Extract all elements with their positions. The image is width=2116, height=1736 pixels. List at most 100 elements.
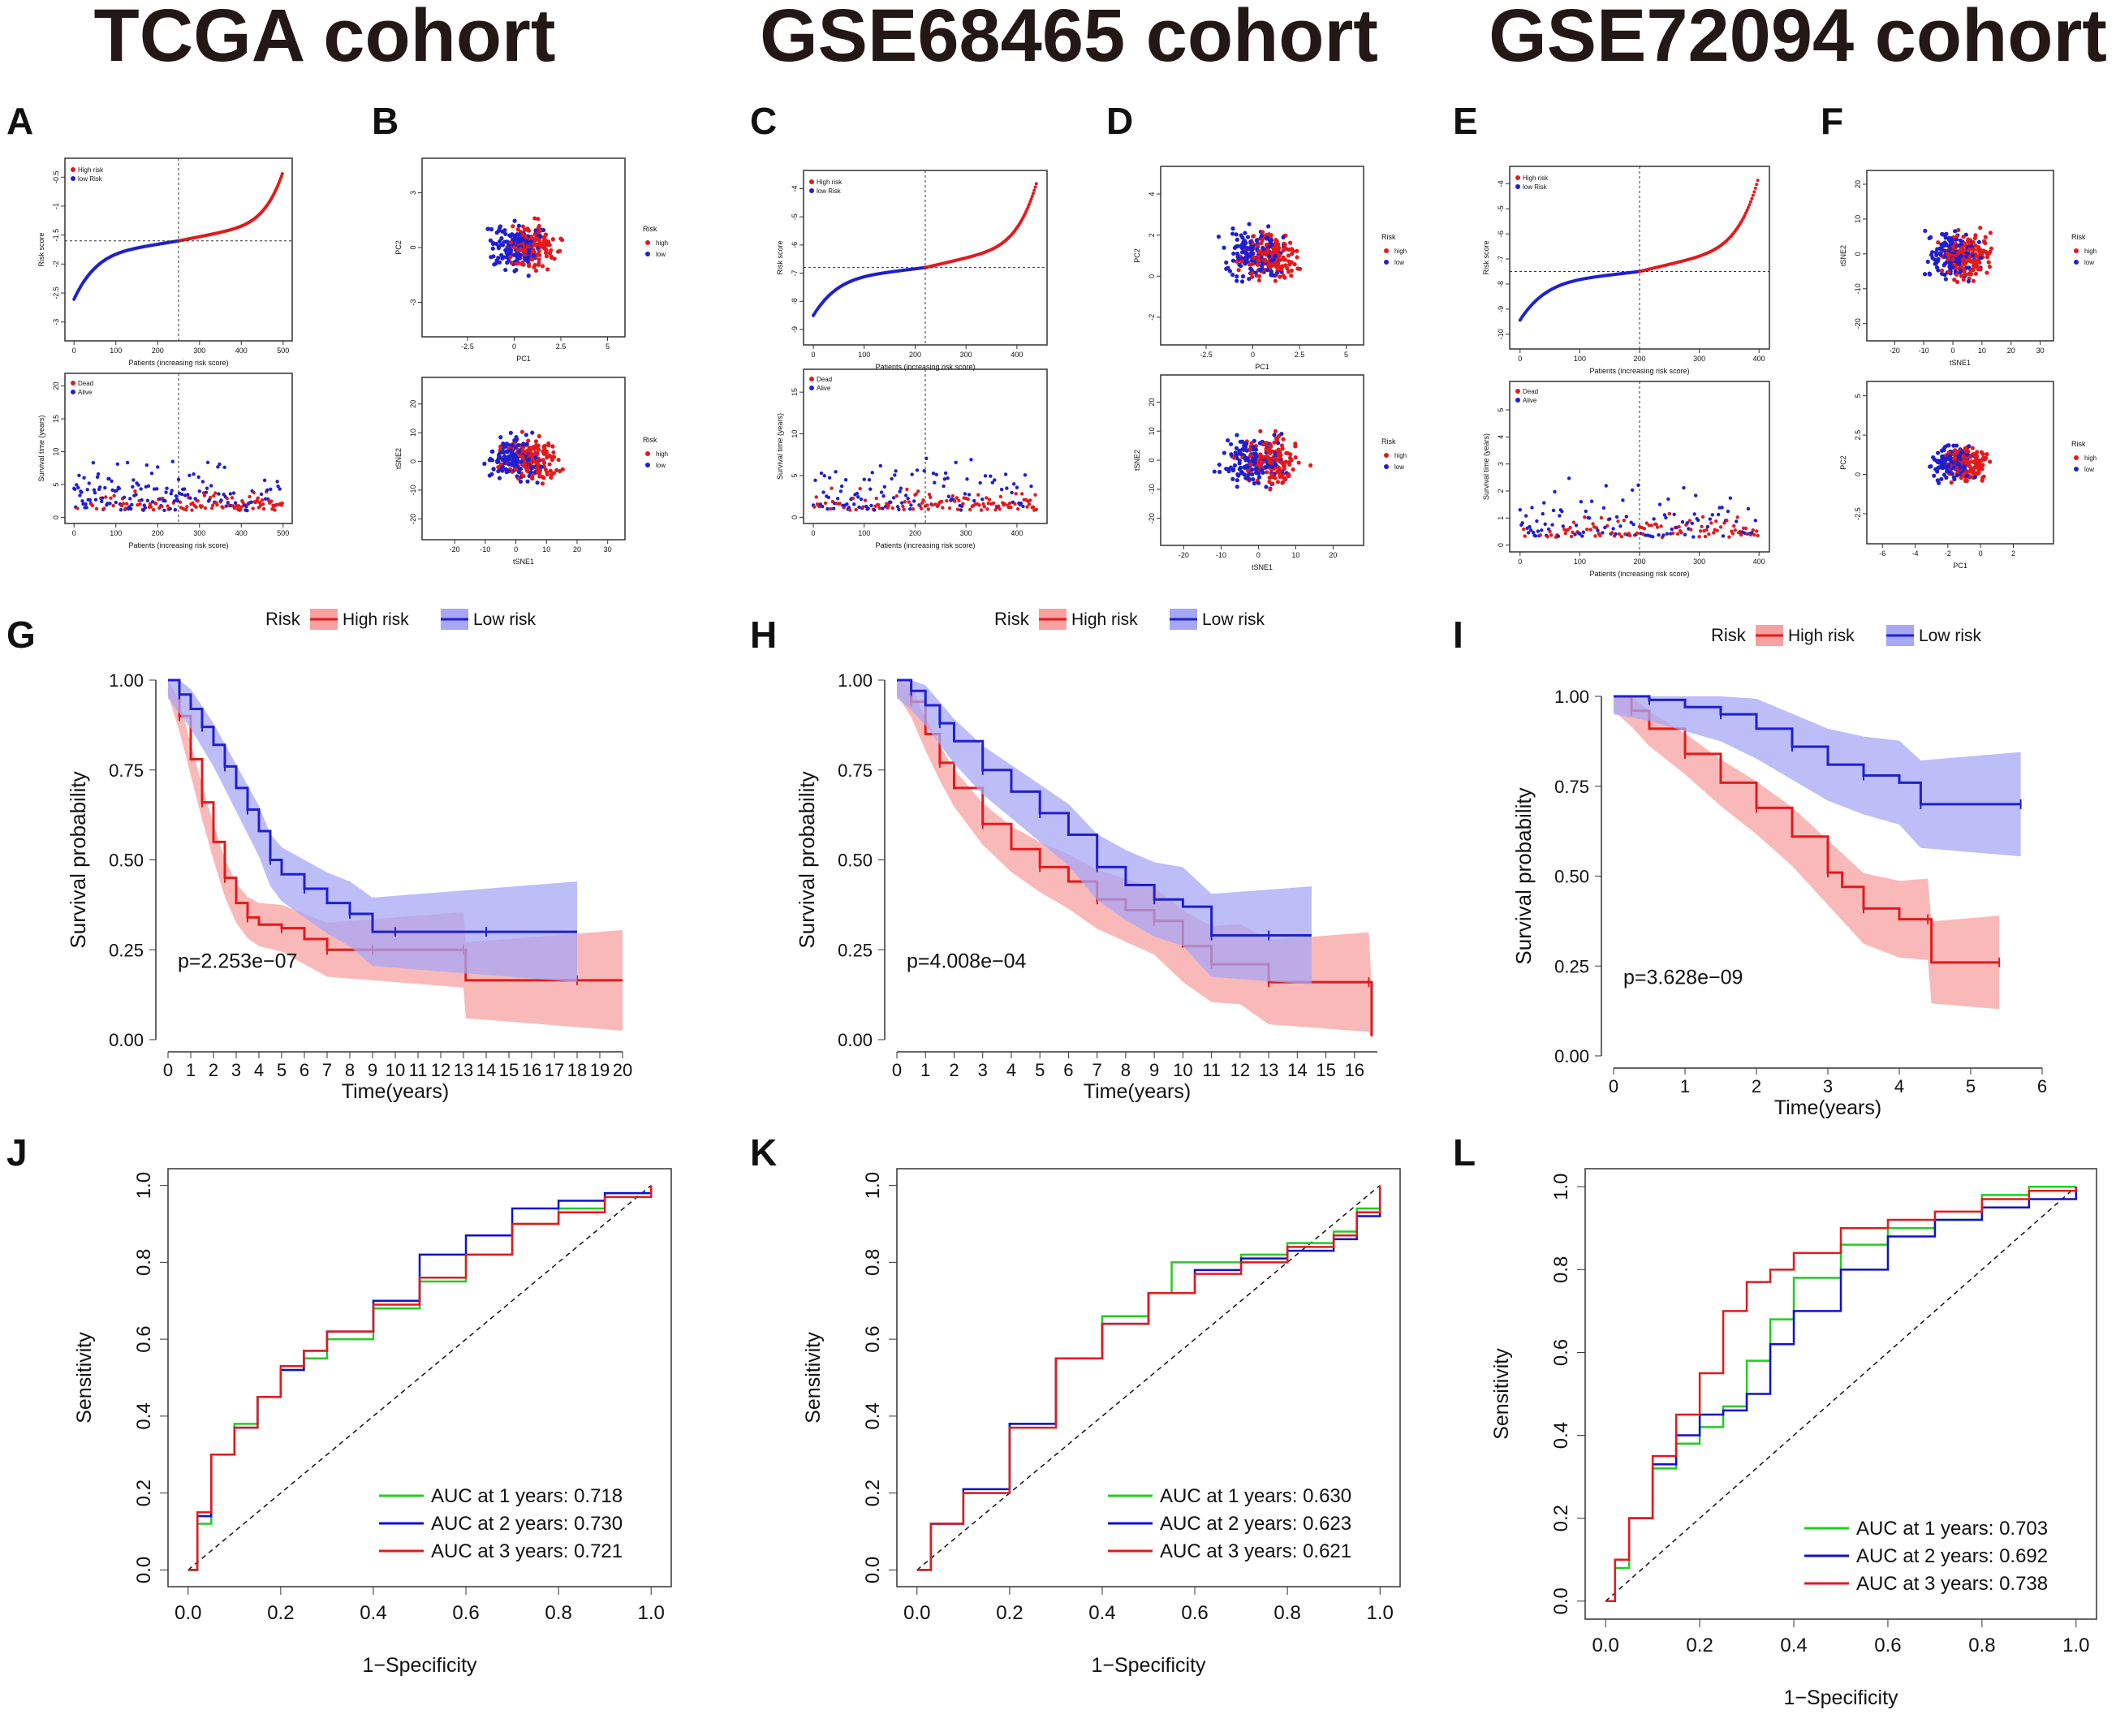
alive-point	[170, 489, 174, 493]
dimred-f-pca-ytick-label: 5	[1854, 394, 1862, 398]
high-point	[525, 243, 530, 249]
legend-title: Risk	[1381, 437, 1396, 446]
dimred-d-tsne-ytick-label: 10	[1148, 427, 1156, 435]
low-point	[487, 458, 492, 463]
alive-point	[1528, 528, 1533, 532]
dead-point	[200, 504, 205, 508]
low-point	[1966, 265, 1971, 270]
alive-point	[855, 491, 860, 496]
legend-alive-dot	[71, 390, 75, 394]
alive-point	[233, 501, 238, 505]
risk-curve-plot-c: 0 100 200 300 400 -9 -8 -7 -6 -5 -4 Patients (incre…	[776, 170, 1048, 371]
roc-curve-3y	[187, 1185, 653, 1571]
risk-point	[1030, 194, 1034, 198]
alive-point	[933, 480, 937, 485]
survival-scatter-e-ytick-label: 4	[1497, 435, 1505, 439]
alive-point	[278, 487, 282, 491]
low-point	[514, 268, 519, 273]
alive-point	[1520, 521, 1524, 525]
low-point	[1956, 259, 1962, 264]
high-point	[1268, 450, 1273, 456]
legend-high-label: high	[656, 450, 668, 458]
alive-point	[78, 493, 82, 498]
alive-point	[989, 474, 993, 478]
high-point	[1257, 250, 1262, 255]
high-point	[1273, 456, 1278, 461]
km-xlabel: Time(years)	[1774, 1096, 1881, 1119]
dead-point	[1667, 511, 1671, 516]
risk-point	[1750, 196, 1754, 200]
dead-point	[1593, 534, 1597, 538]
dead-point	[877, 506, 881, 510]
high-point	[534, 466, 539, 471]
high-point	[1276, 453, 1281, 458]
survival-scatter-a-ylabel: Survival time (years)	[37, 415, 45, 481]
high-point	[1275, 469, 1280, 474]
dead-point	[977, 503, 981, 507]
alive-point	[993, 478, 997, 482]
alive-point	[188, 496, 192, 500]
low-point	[495, 459, 500, 464]
low-point	[1254, 471, 1259, 476]
alive-point	[107, 476, 111, 480]
dead-point	[981, 502, 985, 506]
low-point	[487, 473, 492, 478]
low-point	[1256, 480, 1261, 485]
legend-alive-dot	[809, 386, 814, 390]
alive-point	[857, 505, 861, 510]
dead-point	[874, 496, 878, 501]
low-point	[510, 463, 515, 467]
roc-diagonal	[916, 1185, 1381, 1570]
dead-point	[184, 507, 188, 512]
dimred-d-pca-xtick-label: 0	[1251, 351, 1255, 359]
km-xtick-label: 8	[345, 1060, 355, 1080]
roc-legend-label: AUC at 3 years: 0.621	[1160, 1540, 1351, 1562]
alive-point	[276, 484, 280, 489]
high-point	[518, 247, 524, 252]
high-point	[1261, 252, 1265, 256]
high-point	[1256, 274, 1262, 278]
alive-point	[205, 460, 210, 465]
alive-point	[1596, 528, 1600, 532]
high-point	[537, 261, 541, 265]
low-point	[499, 236, 504, 241]
high-point	[512, 245, 517, 250]
high-point	[530, 457, 535, 462]
dimred-f-tsne-xtick-label: 10	[1978, 347, 1986, 355]
dead-point	[1522, 527, 1526, 532]
alive-point	[173, 508, 178, 512]
risk-curve-c-xtick-label: 0	[811, 351, 815, 359]
legend-high-dot	[1515, 175, 1520, 180]
dimred-d-tsne-xtick-label: 0	[1256, 551, 1261, 559]
alive-point	[1531, 530, 1536, 535]
dimred-b-tsne-ytick-label: -20	[409, 514, 417, 524]
high-point	[537, 248, 541, 253]
alive-point	[899, 486, 903, 490]
km-xtick-label: 5	[1966, 1076, 1976, 1096]
alive-point	[1015, 485, 1019, 489]
alive-point	[826, 495, 831, 500]
high-point	[542, 236, 547, 241]
alive-point	[136, 483, 140, 487]
low-point	[1944, 243, 1950, 248]
low-point	[1242, 472, 1247, 477]
high-point	[513, 467, 519, 472]
alive-point	[110, 479, 114, 484]
dead-point	[160, 504, 164, 509]
high-point	[1256, 254, 1261, 259]
dead-point	[861, 505, 865, 509]
alive-point	[114, 489, 119, 493]
panel-letter-f: F	[1821, 100, 1844, 142]
dimred-b-pca-xtick-label: 5	[605, 342, 610, 351]
high-point	[1959, 250, 1965, 255]
dimred-b-tsne-xtick-label: 20	[573, 545, 581, 554]
dead-point	[1015, 506, 1020, 511]
alive-point	[866, 506, 870, 510]
high-point	[1282, 275, 1287, 280]
alive-point	[1533, 534, 1538, 538]
high-point	[1988, 459, 1993, 464]
high-point	[1972, 264, 1977, 269]
high-point	[1289, 458, 1294, 463]
alive-point	[893, 473, 897, 477]
dead-point	[133, 489, 137, 493]
